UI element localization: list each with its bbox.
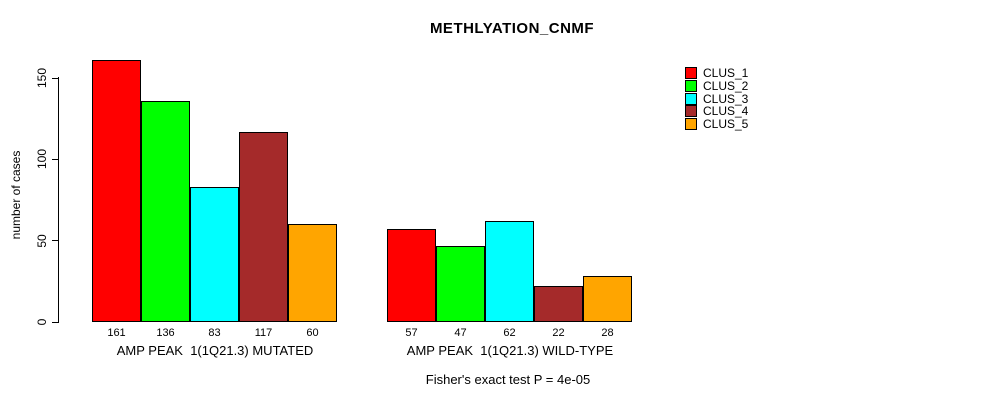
y-axis-tick [52,77,59,79]
bar-value-label: 57 [405,327,418,339]
legend-label-clus_1: CLUS_1 [703,66,749,80]
y-axis-tick [52,158,59,160]
bar-value-label: 47 [454,327,467,339]
y-axis-tick-label: 100 [35,149,49,170]
bar-value-label: 62 [503,327,516,339]
legend-label-clus_2: CLUS_2 [703,78,749,93]
bar-clus_5-group1 [288,224,337,322]
x-group-label-wild-type: AMP PEAK 1(1Q21.3) WILD-TYPE [406,343,614,358]
legend-label-clus_5: CLUS_5 [703,117,749,132]
bar-clus_1-group1 [92,60,141,322]
bar-clus_4-group2 [534,286,583,322]
bar-clus_5-group2 [583,276,632,322]
bar-clus_4-group1 [239,132,288,322]
y-axis-tick-label: 0 [35,318,49,326]
legend-swatch-clus_1 [685,67,697,79]
bar-value-label: 83 [208,327,221,339]
bar-value-label: 136 [156,327,175,339]
chart-title: METHLYATION_CNMF [429,20,595,37]
legend-swatch-clus_3 [685,92,697,105]
y-axis-line [58,77,59,323]
legend-swatch-clus_2 [685,79,697,92]
bar-clus_3-group1 [190,187,239,322]
y-axis-label: number of cases [9,150,23,240]
y-axis-tick [52,240,59,242]
bar-clus_1-group2 [387,229,436,322]
legend-swatch-clus_4 [685,105,697,118]
fisher-test-annotation: Fisher's exact test P = 4e-05 [425,372,591,387]
legend-label-clus_4: CLUS_4 [703,104,749,119]
y-axis-tick [52,321,59,323]
bar-value-label: 117 [254,327,273,339]
bar-clus_2-group2 [436,246,485,322]
y-axis-tick-label: 50 [35,233,49,248]
bar-value-label: 22 [552,327,565,339]
bar-clus_2-group1 [141,101,190,322]
bar-value-label: 28 [601,327,614,339]
legend-label-clus_3: CLUS_3 [703,91,749,106]
bar-value-label: 161 [107,327,126,339]
x-group-label-mutated: AMP PEAK 1(1Q21.3) MUTATED [116,343,314,358]
bar-value-label: 60 [306,327,319,339]
legend-swatch-clus_5 [685,118,697,131]
bar-clus_3-group2 [485,221,534,322]
y-axis-tick-label: 150 [35,67,49,89]
